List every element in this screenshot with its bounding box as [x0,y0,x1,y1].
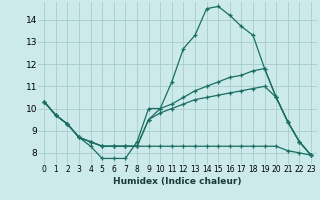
X-axis label: Humidex (Indice chaleur): Humidex (Indice chaleur) [113,177,242,186]
